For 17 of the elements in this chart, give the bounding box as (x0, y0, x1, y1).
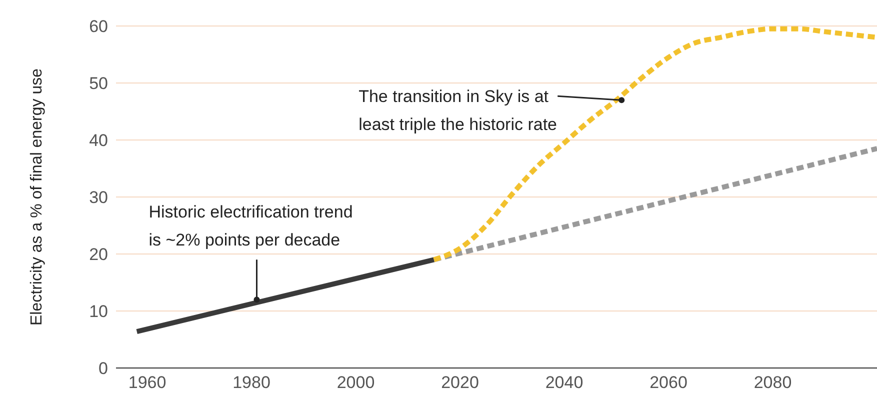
x-tick-label: 2060 (650, 373, 688, 392)
y-tick-label: 30 (89, 188, 108, 208)
y-tick-label: 20 (89, 245, 108, 264)
y-tick-label: 40 (89, 131, 108, 150)
x-tick-label: 2000 (336, 373, 375, 392)
y-tick-label: 0 (98, 359, 108, 378)
y-axis-title: Electricity as a % of final energy use (28, 68, 46, 326)
y-tick-label: 50 (89, 74, 108, 94)
y-tick-label: 60 (89, 17, 108, 36)
x-tick-label: 1960 (128, 373, 166, 392)
annotation: The transition in Sky is at least triple the historic rate (358, 87, 558, 134)
y-tick-label: 10 (89, 302, 108, 322)
x-tick-label: 2040 (545, 373, 584, 392)
x-tick-label: 2080 (754, 373, 792, 392)
x-tick-label: 1980 (232, 373, 270, 392)
annotation: Historic electrification trend is ~2% points per decade (148, 202, 353, 250)
x-tick-label: 2020 (441, 373, 479, 392)
